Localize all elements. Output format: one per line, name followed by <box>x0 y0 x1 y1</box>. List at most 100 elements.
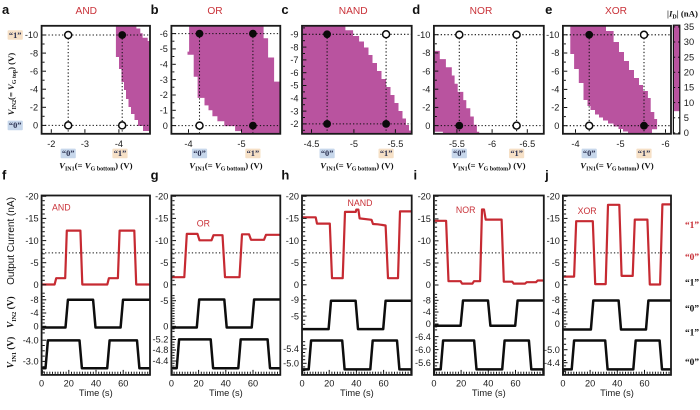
svg-text:-10: -10 <box>286 236 299 246</box>
svg-text:g: g <box>151 168 159 183</box>
svg-text:“0”: “0” <box>685 357 699 368</box>
svg-text:-2: -2 <box>422 103 430 113</box>
svg-text:e: e <box>545 2 552 17</box>
svg-text:-5.2: -5.2 <box>153 335 169 345</box>
svg-text:NAND: NAND <box>348 198 373 208</box>
svg-text:-20: -20 <box>25 192 38 202</box>
svg-text:j: j <box>544 168 549 183</box>
svg-text:40: 40 <box>91 378 101 388</box>
svg-text:0: 0 <box>425 121 430 131</box>
svg-text:VIN2 (V): VIN2 (V) <box>6 296 18 328</box>
svg-text:-4.4: -4.4 <box>544 358 560 368</box>
svg-text:-2: -2 <box>290 119 298 129</box>
svg-text:-4: -4 <box>30 84 38 94</box>
svg-text:“1”: “1” <box>685 327 699 338</box>
svg-text:“0”: “0” <box>685 304 699 315</box>
svg-text:20: 20 <box>324 378 334 388</box>
svg-text:c: c <box>281 2 288 17</box>
svg-text:-5: -5 <box>423 258 431 268</box>
svg-text:h: h <box>281 168 289 183</box>
svg-text:5: 5 <box>684 113 689 123</box>
svg-text:NOR: NOR <box>456 205 476 215</box>
svg-text:-6: -6 <box>551 66 559 76</box>
svg-text:Time (s): Time (s) <box>209 388 243 398</box>
svg-text:Time (s): Time (s) <box>600 388 634 398</box>
svg-text:-8: -8 <box>423 296 431 306</box>
svg-text:VIN1(= VG bottom) (V): VIN1(= VG bottom) (V) <box>580 160 653 172</box>
svg-text:60: 60 <box>248 378 258 388</box>
svg-text:0: 0 <box>431 378 436 388</box>
svg-text:VIN1(= VG bottom) (V): VIN1(= VG bottom) (V) <box>320 160 393 172</box>
svg-text:-2: -2 <box>551 103 559 113</box>
svg-text:-1: -1 <box>160 106 168 116</box>
svg-text:-5.0: -5.0 <box>544 345 560 355</box>
svg-text:-5: -5 <box>290 81 298 91</box>
svg-text:-20: -20 <box>547 192 560 202</box>
svg-text:-8: -8 <box>290 42 298 52</box>
svg-text:35: 35 <box>684 22 694 32</box>
svg-text:-8: -8 <box>30 48 38 58</box>
svg-text:-5: -5 <box>160 296 168 306</box>
svg-text:AND: AND <box>76 6 98 17</box>
svg-text:Time (s): Time (s) <box>472 388 506 398</box>
svg-text:-20: -20 <box>155 192 168 202</box>
svg-text:-8: -8 <box>422 48 430 58</box>
svg-text:-4: -4 <box>422 84 430 94</box>
svg-text:-15: -15 <box>547 214 560 224</box>
svg-text:20: 20 <box>684 68 694 78</box>
svg-text:-15: -15 <box>25 214 38 224</box>
svg-text:XOR: XOR <box>605 6 627 17</box>
svg-text:-6.5: -6.5 <box>519 139 535 149</box>
svg-text:10: 10 <box>684 98 694 108</box>
svg-text:60: 60 <box>510 378 520 388</box>
svg-text:-10: -10 <box>418 236 431 246</box>
svg-text:-5.5: -5.5 <box>449 139 465 149</box>
svg-text:-5.4: -5.4 <box>283 344 299 354</box>
svg-text:-4: -4 <box>115 139 123 149</box>
svg-text:0: 0 <box>684 128 689 138</box>
svg-text:VIN1(= VG bottom) (V): VIN1(= VG bottom) (V) <box>452 160 525 172</box>
svg-text:-20: -20 <box>418 192 431 202</box>
svg-text:-6: -6 <box>160 29 168 39</box>
svg-text:“0”: “0” <box>9 121 22 130</box>
svg-text:-5.5: -5.5 <box>387 139 403 149</box>
svg-text:-8: -8 <box>552 295 560 305</box>
svg-text:-10: -10 <box>547 236 560 246</box>
svg-text:-3: -3 <box>160 75 168 85</box>
svg-text:-4: -4 <box>571 139 579 149</box>
svg-text:60: 60 <box>378 378 388 388</box>
svg-text:20: 20 <box>585 378 595 388</box>
svg-text:40: 40 <box>612 378 622 388</box>
svg-text:-3.0: -3.0 <box>23 357 39 367</box>
svg-text:-15: -15 <box>155 214 168 224</box>
svg-text:a: a <box>2 2 10 17</box>
svg-text:“1”: “1” <box>510 149 523 158</box>
svg-text:-4: -4 <box>184 139 192 149</box>
svg-text:OR: OR <box>207 6 222 17</box>
svg-text:-5: -5 <box>160 44 168 54</box>
svg-text:-5: -5 <box>350 139 358 149</box>
svg-text:“0”: “0” <box>583 149 596 158</box>
svg-text:0: 0 <box>33 322 38 332</box>
svg-text:-4: -4 <box>552 307 560 317</box>
svg-text:“1”: “1” <box>380 149 393 158</box>
svg-text:“1”: “1” <box>638 149 651 158</box>
svg-text:VIN1(= VG bottom) (V): VIN1(= VG bottom) (V) <box>189 160 262 172</box>
svg-text:60: 60 <box>639 378 649 388</box>
svg-text:“1”: “1” <box>247 149 260 158</box>
svg-text:0: 0 <box>554 121 559 131</box>
svg-text:i: i <box>414 168 418 183</box>
svg-text:“0”: “0” <box>453 149 466 158</box>
svg-text:“0”: “0” <box>193 149 206 158</box>
svg-text:-7: -7 <box>290 55 298 65</box>
svg-text:-6: -6 <box>422 66 430 76</box>
svg-text:40: 40 <box>483 378 493 388</box>
svg-text:VIN1(= VG bottom) (V): VIN1(= VG bottom) (V) <box>59 160 132 172</box>
svg-text:“1”: “1” <box>114 149 127 158</box>
svg-text:|ID| (nA): |ID| (nA) <box>667 9 698 21</box>
svg-text:0: 0 <box>555 319 560 329</box>
svg-text:“0”: “0” <box>685 252 699 263</box>
svg-text:-3: -3 <box>290 106 298 116</box>
svg-text:-6: -6 <box>290 68 298 78</box>
svg-text:-6.0: -6.0 <box>415 345 431 355</box>
